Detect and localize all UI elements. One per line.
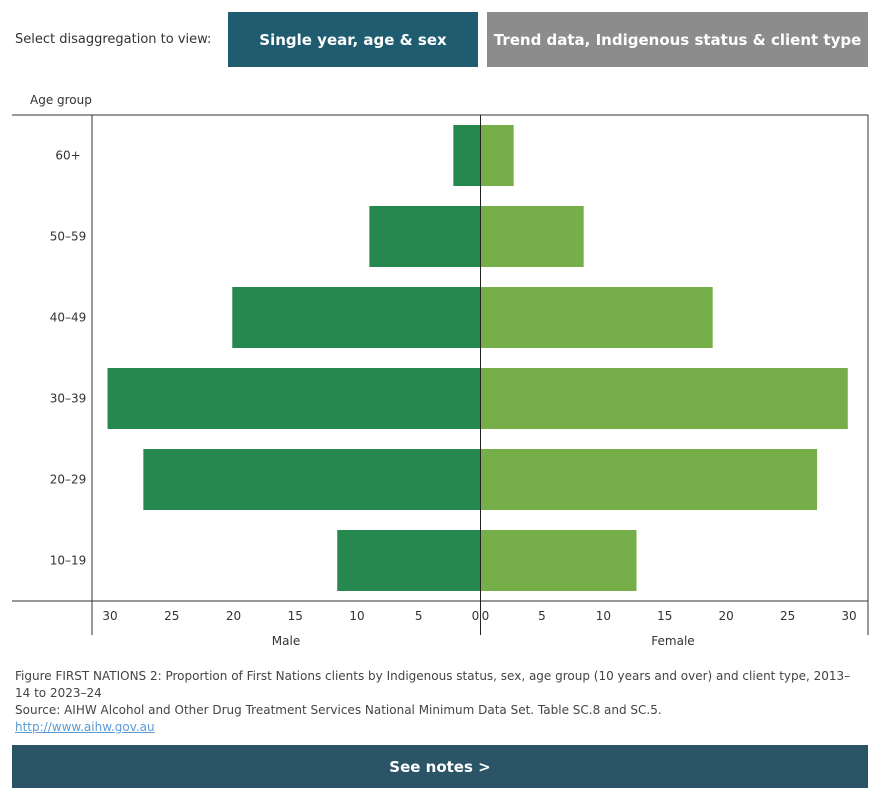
female-bar — [480, 206, 584, 267]
female-x-tick-label: 30 — [841, 609, 856, 623]
male-x-tick-label: 5 — [415, 609, 423, 623]
male-bar — [232, 287, 481, 348]
female-bar — [480, 530, 637, 591]
age-group-label: 30–39 — [50, 392, 87, 406]
male-axis-label: Male — [272, 634, 300, 648]
aihw-link[interactable]: http://www.aihw.gov.au — [15, 720, 155, 734]
disaggregation-label: Select disaggregation to view: — [15, 32, 212, 47]
male-x-tick-label: 25 — [164, 609, 179, 623]
female-x-tick-label: 15 — [657, 609, 672, 623]
see-notes-button[interactable]: See notes > — [12, 745, 868, 788]
population-pyramid-chart: Age group 60+ 50–59 40–49 30–39 20–29 10–19 30… — [12, 93, 869, 648]
caption-figure-title: Figure FIRST NATIONS 2: Proportion of Fi… — [15, 669, 851, 700]
age-group-label: 40–49 — [50, 311, 87, 325]
male-bar — [107, 368, 481, 429]
male-x-tick-label: 15 — [288, 609, 303, 623]
tab-single-year-age-sex[interactable]: Single year, age & sex — [228, 12, 478, 67]
female-x-tick-label: 25 — [780, 609, 795, 623]
male-x-tick-label: 0 — [472, 609, 480, 623]
female-axis-label: Female — [651, 634, 694, 648]
female-x-tick-label: 0 — [482, 609, 490, 623]
female-x-tick-label: 5 — [538, 609, 546, 623]
male-x-tick-label: 10 — [349, 609, 364, 623]
age-group-label: 50–59 — [50, 230, 87, 244]
male-bar — [143, 449, 481, 510]
male-x-tick-label: 20 — [226, 609, 241, 623]
male-bar — [337, 530, 481, 591]
age-group-label: 60+ — [55, 149, 80, 163]
female-bar — [480, 287, 713, 348]
female-x-tick-label: 10 — [596, 609, 611, 623]
age-group-label: 10–19 — [50, 554, 87, 568]
caption-source: Source: AIHW Alcohol and Other Drug Trea… — [15, 703, 662, 717]
male-bar — [453, 125, 481, 186]
male-x-tick-label: 30 — [102, 609, 117, 623]
y-axis-title: Age group — [30, 93, 92, 107]
plot-area: 60+ 50–59 40–49 30–39 20–29 10–19 30 25 20 15 10 5 0… — [12, 114, 869, 648]
tab-trend-data[interactable]: Trend data, Indigenous status & client t… — [487, 12, 868, 67]
age-group-label: 20–29 — [50, 473, 87, 487]
female-bar — [480, 125, 514, 186]
figure-caption: Figure FIRST NATIONS 2: Proportion of Fi… — [15, 668, 865, 736]
male-bar — [369, 206, 481, 267]
female-bar — [480, 449, 818, 510]
female-bar — [480, 368, 848, 429]
female-x-tick-label: 20 — [719, 609, 734, 623]
